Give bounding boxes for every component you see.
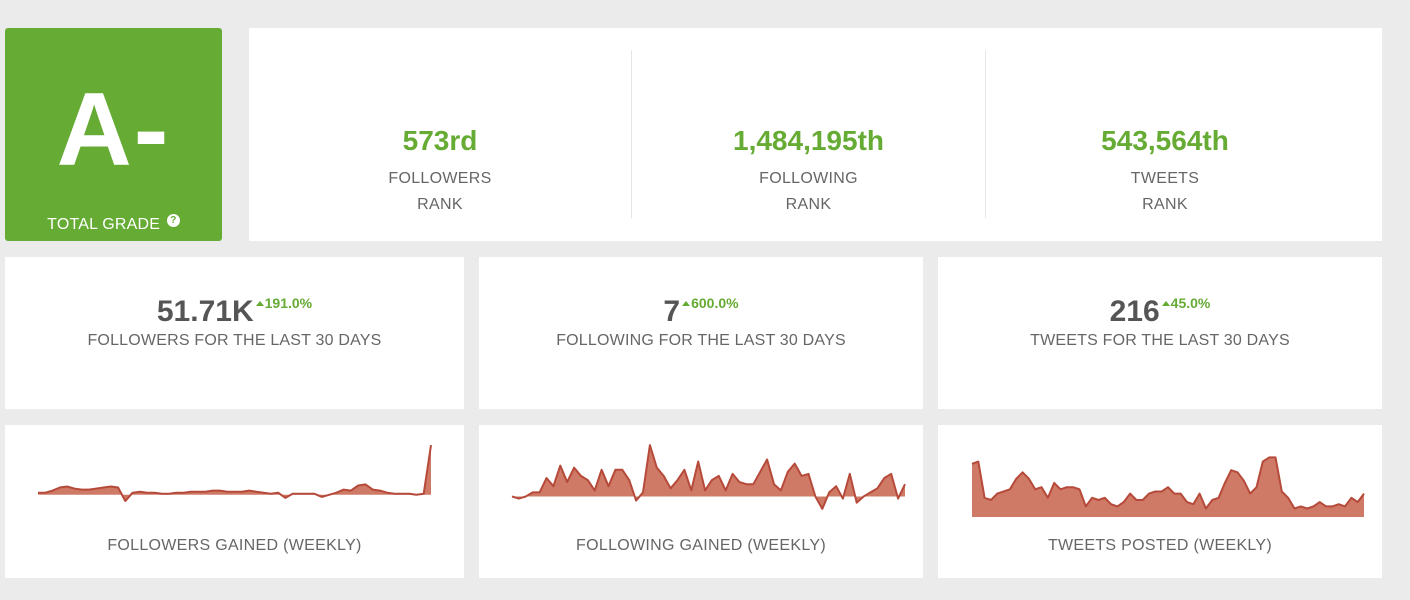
caret-up-icon — [255, 301, 264, 306]
rank-card: 573rd FOLLOWERS RANK 1,484,195th FOLLOWI… — [249, 28, 1382, 241]
chart-label: TWEETS POSTED (WEEKLY) — [1047, 537, 1273, 554]
stat-label: FOLLOWING FOR THE LAST 30 DAYS — [556, 332, 846, 349]
followers-rank-label: FOLLOWERS RANK — [249, 166, 631, 218]
followers-rank-label-line2: RANK — [417, 196, 463, 213]
sparkline-area — [972, 457, 1364, 517]
stat-change: 600.0% — [682, 295, 739, 311]
followers-gained-chart-card: FOLLOWERS GAINED (WEEKLY) — [5, 425, 464, 578]
sparkline-line — [511, 444, 906, 510]
tweets-30-days-card: 216 45.0% TWEETS FOR THE LAST 30 DAYS — [938, 257, 1382, 409]
following-rank-label-line2: RANK — [785, 196, 832, 213]
total-grade-label: TOTAL GRADE — [47, 216, 161, 233]
stat-value: 7 — [663, 295, 681, 328]
tweets-rank-value: 543,564th — [1101, 125, 1229, 156]
sparkline-area — [512, 445, 905, 509]
tweets-rank-label-line2: RANK — [1142, 196, 1188, 213]
following-gained-sparkline — [511, 444, 906, 510]
stat-change-value: 191.0% — [264, 295, 313, 311]
following-30-days-card: 7 600.0% FOLLOWING FOR THE LAST 30 DAYS — [479, 257, 923, 409]
tweets-rank-label-line1: TWEETS — [1130, 170, 1200, 187]
stat-change: 45.0% — [1161, 295, 1211, 311]
stat-change-value: 600.0% — [691, 295, 739, 311]
grade-letter: A- — [56, 72, 171, 188]
sparkline-line — [971, 456, 1365, 510]
rank-divider — [631, 50, 632, 218]
following-rank-label-line1: FOLLOWING — [759, 170, 858, 187]
stat-row: 51.71K 191.0% — [5, 295, 464, 329]
followers-30-days-card: 51.71K 191.0% FOLLOWERS FOR THE LAST 30 D… — [5, 257, 464, 409]
stat-change-value: 45.0% — [1170, 295, 1211, 311]
followers-rank: 573rd FOLLOWERS RANK — [249, 28, 631, 241]
stat-label: FOLLOWERS FOR THE LAST 30 DAYS — [87, 332, 382, 349]
stat-row: 7 600.0% — [479, 295, 923, 329]
followers-rank-value: 573rd — [402, 125, 478, 156]
tweets-posted-sparkline — [971, 456, 1365, 517]
stat-value: 216 — [1109, 295, 1160, 328]
tweets-rank-label: TWEETS RANK — [986, 166, 1344, 218]
following-rank-value: 1,484,195th — [733, 125, 884, 156]
chart-label: FOLLOWERS GAINED (WEEKLY) — [107, 537, 362, 554]
question-circle-icon[interactable]: ? — [166, 214, 180, 227]
followers-gained-sparkline — [38, 444, 432, 502]
caret-up-icon — [1161, 301, 1170, 306]
stat-row: 216 45.0% — [938, 295, 1382, 329]
following-gained-chart-card: FOLLOWING GAINED (WEEKLY) — [479, 425, 923, 578]
sparkline-line — [38, 444, 432, 502]
followers-rank-label-line1: FOLLOWERS — [388, 170, 492, 187]
tweets-posted-chart-card: TWEETS POSTED (WEEKLY) — [938, 425, 1382, 578]
stat-label: TWEETS FOR THE LAST 30 DAYS — [1030, 332, 1290, 349]
caret-up-icon — [682, 301, 691, 306]
following-rank-label: FOLLOWING RANK — [632, 166, 985, 218]
chart-label: FOLLOWING GAINED (WEEKLY) — [576, 537, 826, 554]
stat-change: 191.0% — [255, 295, 313, 311]
rank-divider — [985, 50, 986, 218]
total-grade-card: A- TOTAL GRADE ? — [5, 28, 222, 241]
tweets-rank: 543,564th TWEETS RANK — [986, 28, 1344, 241]
stat-value: 51.71K — [156, 295, 254, 328]
total-grade-label-row: TOTAL GRADE ? — [5, 214, 222, 234]
following-rank: 1,484,195th FOLLOWING RANK — [632, 28, 985, 241]
